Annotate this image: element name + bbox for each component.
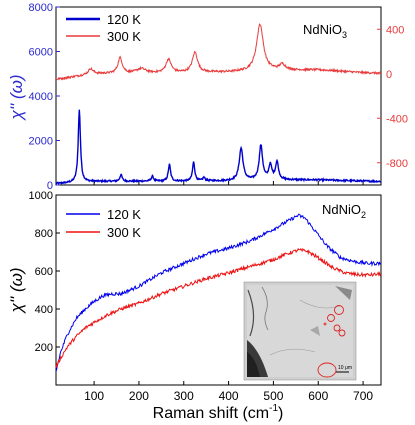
top-left-axis: 0 2000 4000 6000 8000 — [29, 2, 364, 192]
top-right-tick-label: -400 — [386, 113, 408, 125]
legend-label-120k: 120 K — [107, 12, 141, 27]
top-right-tick-label: 0 — [386, 69, 392, 81]
bottom-axes: 200 400 600 800 1000 100 200 300 400 500 600 700 — [29, 190, 374, 403]
bottom-y-tick-label: 600 — [35, 266, 53, 278]
top-panel: 0 2000 4000 6000 8000 -800 -400 0 400 χ'' (ω) 1… — [7, 2, 408, 192]
bottom-x-tick-label: 100 — [84, 389, 104, 403]
bottom-series-line-300k — [55, 247, 382, 368]
top-legend: 120 K 300 K — [66, 12, 141, 44]
legend-label-120k-bottom: 120 K — [107, 207, 141, 222]
top-series-line-300k — [55, 23, 381, 81]
top-right-tick-label: 400 — [386, 24, 404, 36]
top-y-axis-label: χ'' (ω) — [7, 74, 26, 121]
bottom-series-group — [55, 213, 382, 372]
top-left-tick-label: 6000 — [29, 47, 53, 59]
bottom-y-tick-label: 1000 — [29, 190, 53, 202]
top-right-axis: -800 -400 0 400 — [377, 24, 408, 170]
bottom-plot-frame — [55, 194, 382, 386]
bottom-sample-label: NdNiO2 — [322, 202, 366, 220]
bottom-panel: 200 400 600 800 1000 100 200 300 400 500 600 700 χ'… — [7, 190, 382, 422]
bottom-x-tick-label: 600 — [308, 389, 328, 403]
top-left-tick-label: 4000 — [29, 91, 53, 103]
bottom-y-tick-label: 800 — [35, 228, 53, 240]
bottom-y-tick-label: 400 — [35, 304, 53, 316]
bottom-y-axis-label: χ'' (ω) — [7, 267, 26, 314]
legend-label-300k: 300 K — [107, 29, 141, 44]
top-series-group — [55, 23, 382, 186]
bottom-x-axis-label: Raman shift (cm-1) — [153, 403, 284, 422]
top-left-tick-label: 2000 — [29, 136, 53, 148]
sem-inset-image: 10 μm — [243, 281, 357, 381]
top-left-tick-label: 0 — [47, 180, 53, 192]
top-sample-label: NdNiO3 — [303, 22, 347, 40]
top-right-tick-label: -800 — [386, 158, 408, 170]
bottom-x-tick-label: 500 — [263, 389, 283, 403]
bottom-series-line-120k — [55, 213, 382, 372]
bottom-x-tick-label: 400 — [219, 389, 239, 403]
bottom-x-tick-label: 700 — [353, 389, 373, 403]
legend-label-300k-bottom: 300 K — [107, 225, 141, 240]
top-series-line-120k — [55, 109, 382, 186]
bottom-legend: 120 K 300 K — [66, 207, 141, 240]
bottom-y-tick-label: 200 — [35, 342, 53, 354]
top-left-tick-label: 8000 — [29, 2, 53, 14]
bottom-x-tick-label: 200 — [129, 389, 149, 403]
svg-text:10 μm: 10 μm — [338, 365, 352, 371]
bottom-x-tick-label: 300 — [174, 389, 194, 403]
